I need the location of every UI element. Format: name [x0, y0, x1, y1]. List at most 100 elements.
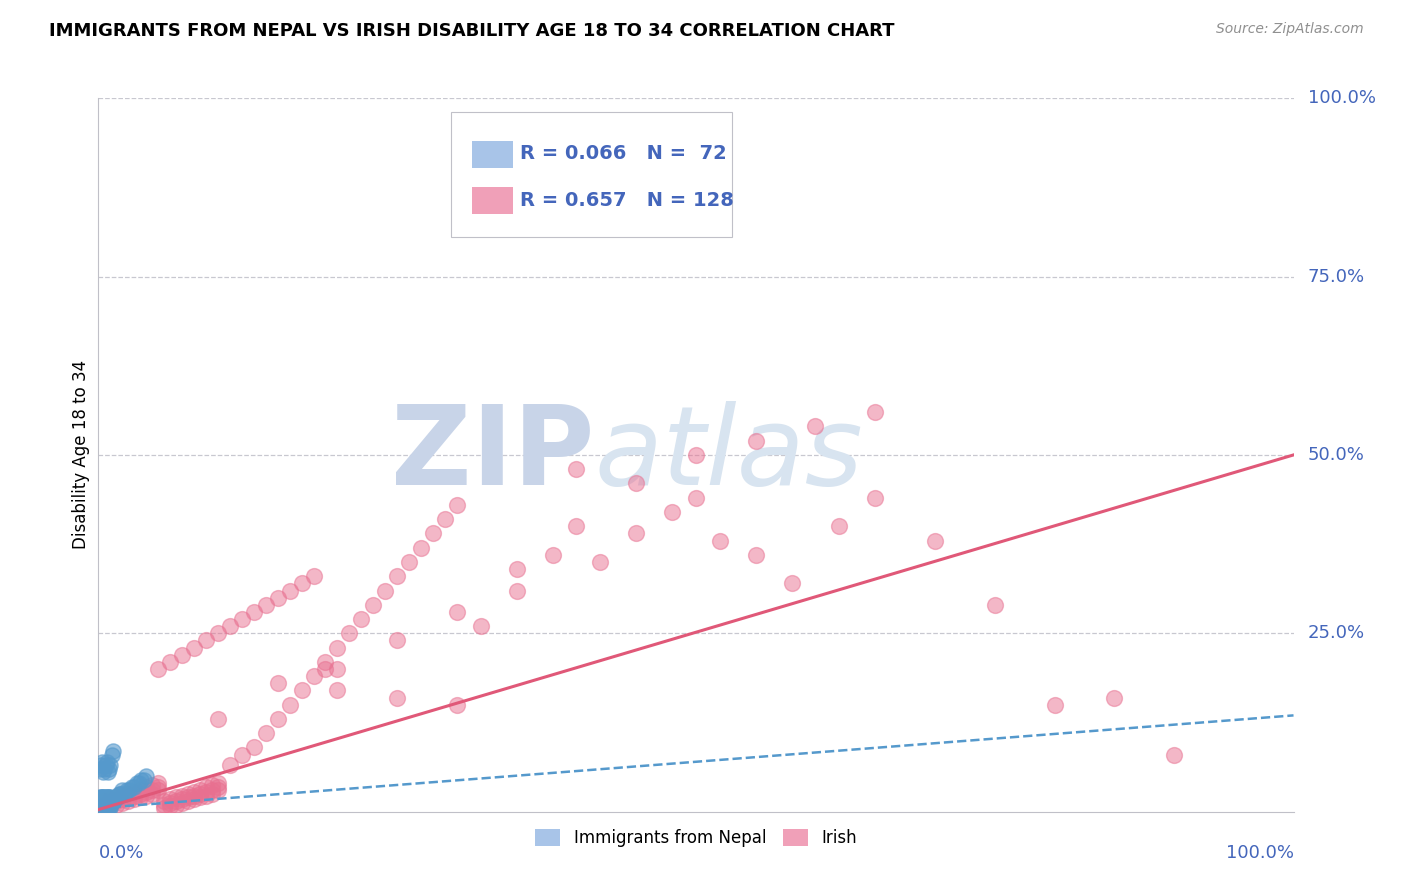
Point [93, 794, 115, 808]
Text: IMMIGRANTS FROM NEPAL VS IRISH DISABILITY AGE 18 TO 34 CORRELATION CHART: IMMIGRANTS FROM NEPAL VS IRISH DISABILIT… [49, 22, 894, 40]
Point [91, 794, 114, 808]
Point [177, 794, 200, 808]
FancyBboxPatch shape [451, 112, 733, 237]
Point [589, 555, 612, 569]
Point [89, 797, 111, 812]
Point [96, 797, 118, 812]
Point [93, 794, 115, 808]
Point [231, 612, 253, 626]
Y-axis label: Disability Age 18 to 34: Disability Age 18 to 34 [72, 360, 90, 549]
Point [243, 740, 266, 755]
Point [114, 787, 136, 801]
Point [201, 778, 224, 792]
Point [207, 780, 229, 794]
Point [177, 787, 200, 801]
Point [105, 797, 128, 812]
Point [183, 789, 205, 803]
Point [117, 787, 139, 801]
Point [93, 762, 115, 776]
Point [98, 794, 121, 808]
Point [172, 648, 194, 662]
Point [101, 744, 124, 758]
Point [129, 790, 152, 805]
Point [159, 655, 181, 669]
Point [153, 794, 176, 808]
Point [124, 792, 146, 806]
Point [121, 780, 143, 794]
Point [98, 799, 122, 814]
Point [98, 797, 121, 812]
Point [93, 801, 115, 815]
Point [148, 780, 170, 794]
Point [97, 765, 120, 780]
Point [195, 789, 218, 803]
Point [141, 778, 163, 792]
Point [177, 790, 200, 805]
Point [661, 505, 683, 519]
Text: R = 0.066   N =  72: R = 0.066 N = 72 [520, 145, 727, 163]
Point [231, 747, 253, 762]
Point [100, 747, 122, 762]
Point [159, 796, 181, 810]
Point [411, 541, 433, 555]
Point [201, 787, 224, 801]
Point [132, 772, 155, 787]
Point [207, 776, 229, 790]
Point [291, 576, 314, 591]
Point [93, 801, 115, 815]
Point [254, 598, 277, 612]
Point [103, 794, 125, 808]
Point [91, 797, 114, 812]
Point [98, 794, 122, 808]
Point [90, 794, 112, 808]
Point [165, 797, 187, 812]
Point [90, 758, 112, 772]
Point [96, 755, 118, 769]
Point [148, 776, 170, 790]
Point [470, 619, 492, 633]
Point [924, 533, 946, 548]
Point [709, 533, 731, 548]
Point [195, 780, 218, 794]
Point [91, 794, 114, 808]
Point [125, 776, 148, 790]
Point [183, 785, 205, 799]
Point [172, 789, 194, 803]
Point [100, 794, 122, 808]
Legend: Immigrants from Nepal, Irish: Immigrants from Nepal, Irish [529, 822, 863, 854]
Point [172, 796, 194, 810]
Point [385, 690, 409, 705]
Point [118, 783, 141, 797]
Point [97, 790, 120, 805]
Point [865, 491, 887, 505]
Point [339, 626, 361, 640]
Point [1043, 698, 1066, 712]
Point [219, 758, 242, 772]
Point [91, 790, 114, 805]
Point [94, 801, 117, 815]
Point [90, 801, 112, 815]
Text: 100.0%: 100.0% [1226, 844, 1294, 862]
Point [865, 405, 887, 419]
Point [565, 462, 588, 476]
Point [135, 785, 157, 799]
Point [183, 792, 205, 806]
Point [398, 555, 420, 569]
Point [350, 612, 373, 626]
Text: atlas: atlas [595, 401, 863, 508]
Point [96, 794, 118, 808]
Point [98, 790, 122, 805]
Point [98, 796, 122, 810]
Point [201, 783, 224, 797]
Point [89, 801, 111, 815]
Point [141, 787, 163, 801]
Point [828, 519, 851, 533]
Point [111, 783, 134, 797]
Point [94, 797, 117, 812]
Point [98, 801, 121, 815]
Point [98, 758, 122, 772]
Point [183, 640, 205, 655]
Point [188, 790, 211, 805]
Point [104, 790, 127, 805]
Point [326, 640, 349, 655]
